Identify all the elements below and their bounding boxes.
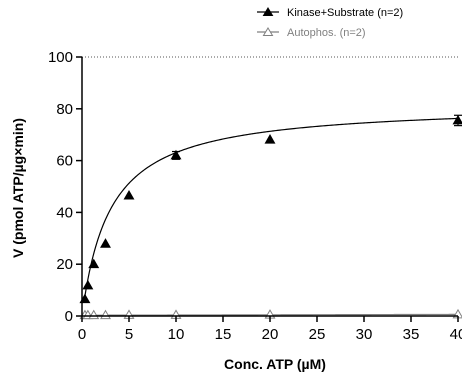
x-tick-label: 20 — [262, 326, 279, 343]
legend-label: Autophos. (n=2) — [287, 27, 366, 39]
data-point-kinase-substrate — [264, 134, 276, 144]
fit-curve-series-0 — [83, 117, 459, 300]
y-axis-title: V (pmol ATP/µg×min) — [10, 118, 26, 258]
data-point-kinase-substrate — [170, 149, 182, 160]
y-tick-label: 60 — [56, 153, 73, 170]
y-tick-label: 0 — [65, 308, 73, 325]
legend-marker-filled-triangle — [262, 7, 274, 16]
x-tick-label: 35 — [403, 326, 420, 343]
legend-marker-open-triangle — [262, 27, 274, 36]
tick-labels: 0 20 40 60 80 100 0 5 10 15 20 25 30 35 40 — [48, 49, 462, 343]
x-tick-label: 10 — [168, 326, 185, 343]
x-axis-title: Conc. ATP (µM) — [224, 356, 326, 372]
ticks — [76, 56, 459, 322]
dotted-frame — [82, 56, 458, 317]
data-point-kinase-substrate — [452, 114, 462, 125]
legend-item-kinase-substrate: Kinase+Substrate (n=2) — [257, 7, 403, 19]
y-tick-label: 20 — [56, 256, 73, 273]
legend: Kinase+Substrate (n=2) Autophos. (n=2) — [257, 7, 403, 39]
data-point-kinase-substrate — [88, 258, 100, 269]
error-bars — [172, 114, 462, 160]
x-tick-label: 40 — [450, 326, 462, 343]
x-tick-label: 5 — [125, 326, 133, 343]
data-point-kinase-substrate — [82, 279, 94, 290]
legend-label: Kinase+Substrate (n=2) — [287, 7, 403, 19]
data-markers — [79, 114, 462, 320]
data-point-kinase-substrate — [123, 189, 135, 200]
x-tick-label: 30 — [356, 326, 373, 343]
y-tick-label: 100 — [48, 49, 73, 66]
x-tick-label: 25 — [309, 326, 326, 343]
axes — [81, 57, 458, 317]
x-tick-label: 15 — [215, 326, 232, 343]
y-tick-label: 40 — [56, 204, 73, 221]
fit-curves — [83, 117, 459, 316]
legend-item-autophos: Autophos. (n=2) — [257, 27, 366, 39]
x-tick-label: 0 — [78, 326, 86, 343]
data-point-kinase-substrate — [100, 238, 111, 248]
y-tick-label: 80 — [56, 101, 73, 118]
